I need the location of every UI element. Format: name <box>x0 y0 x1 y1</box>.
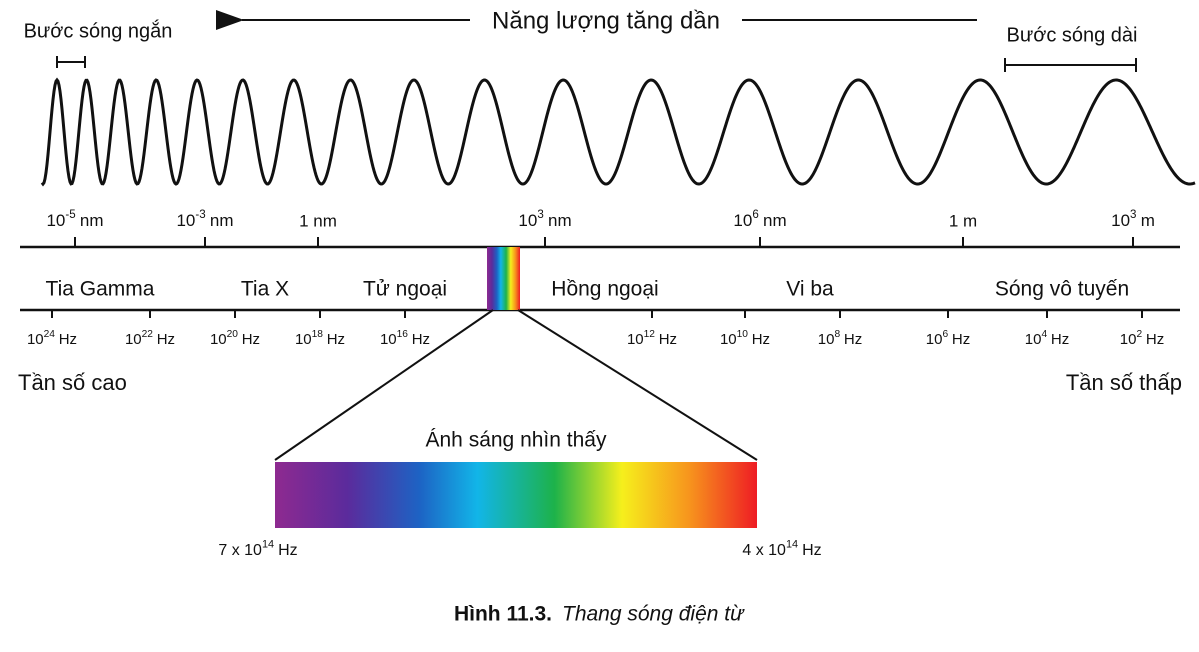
short-wavelength: Bước sóng ngắn <box>24 19 173 42</box>
visible-strip <box>487 247 520 310</box>
visible-title: Ánh sáng nhìn thấy <box>426 429 607 452</box>
caption-label: Hình 11.3. <box>454 603 552 626</box>
visible-right-base: 10 <box>768 542 786 559</box>
wavelength-label-exp: 3 <box>1130 209 1136 221</box>
high-frequency: Tần số cao <box>18 370 127 395</box>
wavelength-label-exp: 6 <box>752 209 758 221</box>
frequency-label-base: 10 <box>210 331 227 348</box>
frequency-label: 1018 Hz <box>295 329 345 348</box>
band-label: Tia Gamma <box>46 278 155 301</box>
frequency-label-base: 10 <box>720 331 737 348</box>
frequency-label: 102 Hz <box>1120 329 1164 348</box>
long-wavelength: Bước sóng dài <box>1006 24 1137 46</box>
frequency-label-unit: Hz <box>844 331 862 348</box>
visible-right-exp: 14 <box>786 538 798 550</box>
wavelength-label-exp: -5 <box>65 209 75 221</box>
visible-right: 4 x 1014 Hz <box>742 538 821 559</box>
frequency-label-base: 10 <box>627 331 644 348</box>
visible-left-unit: Hz <box>278 542 298 559</box>
frequency-label: 1022 Hz <box>125 329 175 348</box>
energy-label: Năng lượng tăng dần <box>492 7 720 34</box>
wavelength-label-unit: nm <box>548 211 572 230</box>
wavelength-label-base: 10 <box>1111 211 1130 230</box>
wavelength-label-unit: m <box>1141 211 1155 230</box>
frequency-label: 1024 Hz <box>27 329 77 348</box>
wavelength-label-base: 10 <box>518 211 537 230</box>
frequency-label-base: 10 <box>926 331 943 348</box>
frequency-label-unit: Hz <box>59 331 77 348</box>
wavelength-label: 106 nm <box>733 209 786 230</box>
visible-spectrum <box>275 462 757 528</box>
frequency-label-unit: Hz <box>659 331 677 348</box>
wavelength-label: 10-5 nm <box>46 209 103 230</box>
wavelength-label-base: 10 <box>46 211 65 230</box>
band-label: Vi ba <box>786 278 834 301</box>
visible-right-prefix: 4 x <box>742 542 768 559</box>
wavelength-label: 103 m <box>1111 209 1155 230</box>
wavelength-label-base: 10 <box>176 211 195 230</box>
frequency-label: 1020 Hz <box>210 329 260 348</box>
frequency-label-exp: 24 <box>44 329 56 340</box>
frequency-label-unit: Hz <box>1051 331 1069 348</box>
frequency-label-exp: 12 <box>644 329 656 340</box>
frequency-label-exp: 2 <box>1136 329 1142 340</box>
frequency-label-exp: 6 <box>942 329 948 340</box>
frequency-label-exp: 4 <box>1041 329 1047 340</box>
frequency-label-exp: 8 <box>834 329 840 340</box>
frequency-label-unit: Hz <box>1146 331 1164 348</box>
long-bracket <box>1004 58 1137 72</box>
frequency-label-exp: 20 <box>227 329 239 340</box>
visible-right-unit: Hz <box>802 542 822 559</box>
frequency-label: 1016 Hz <box>380 329 430 348</box>
frequency-label-base: 10 <box>380 331 397 348</box>
frequency-label-exp: 22 <box>142 329 154 340</box>
caption-text: Thang sóng điện từ <box>562 603 745 626</box>
wavelength-label: 103 nm <box>518 209 571 230</box>
wavelength-label: 1 m <box>949 211 977 230</box>
frequency-label: 104 Hz <box>1025 329 1069 348</box>
visible-left: 7 x 1014 Hz <box>218 538 297 559</box>
band-label: Tử ngoại <box>363 278 447 301</box>
wavelength-label-exp: -3 <box>195 209 205 221</box>
frequency-label: 1012 Hz <box>627 329 677 348</box>
frequency-label-exp: 10 <box>737 329 749 340</box>
wavelength-label-unit: nm <box>80 211 104 230</box>
band-label: Sóng vô tuyến <box>995 278 1129 301</box>
low-frequency: Tần số thấp <box>1066 370 1182 395</box>
frequency-label-unit: Hz <box>952 331 970 348</box>
wavelength-label-unit: nm <box>210 211 234 230</box>
frequency-label-exp: 18 <box>312 329 324 340</box>
frequency-label-base: 10 <box>1025 331 1042 348</box>
zoom-line <box>274 309 494 461</box>
frequency-label-unit: Hz <box>242 331 260 348</box>
frequency-label-exp: 16 <box>397 329 409 340</box>
frequency-label-unit: Hz <box>327 331 345 348</box>
frequency-label: 108 Hz <box>818 329 862 348</box>
visible-left-base: 10 <box>244 542 262 559</box>
band-label: Hồng ngoại <box>551 278 658 301</box>
frequency-label-unit: Hz <box>752 331 770 348</box>
visible-left-exp: 14 <box>262 538 274 550</box>
wavelength-label: 1 nm <box>299 211 337 230</box>
short-bracket <box>56 56 86 68</box>
wavelength-label-exp: 3 <box>537 209 543 221</box>
wave <box>40 77 1196 187</box>
frequency-label-unit: Hz <box>412 331 430 348</box>
wavelength-label-unit: nm <box>763 211 787 230</box>
frequency-label-base: 10 <box>818 331 835 348</box>
band-label: Tia X <box>241 278 289 301</box>
frequency-label-base: 10 <box>1120 331 1137 348</box>
wavelength-label: 10-3 nm <box>176 209 233 230</box>
frequency-label: 1010 Hz <box>720 329 770 348</box>
visible-left-prefix: 7 x <box>218 542 244 559</box>
wavelength-label-base: 10 <box>733 211 752 230</box>
frequency-label-base: 10 <box>125 331 142 348</box>
frequency-label: 106 Hz <box>926 329 970 348</box>
frequency-label-base: 10 <box>27 331 44 348</box>
frequency-label-base: 10 <box>295 331 312 348</box>
zoom-line <box>517 309 758 461</box>
frequency-label-unit: Hz <box>157 331 175 348</box>
